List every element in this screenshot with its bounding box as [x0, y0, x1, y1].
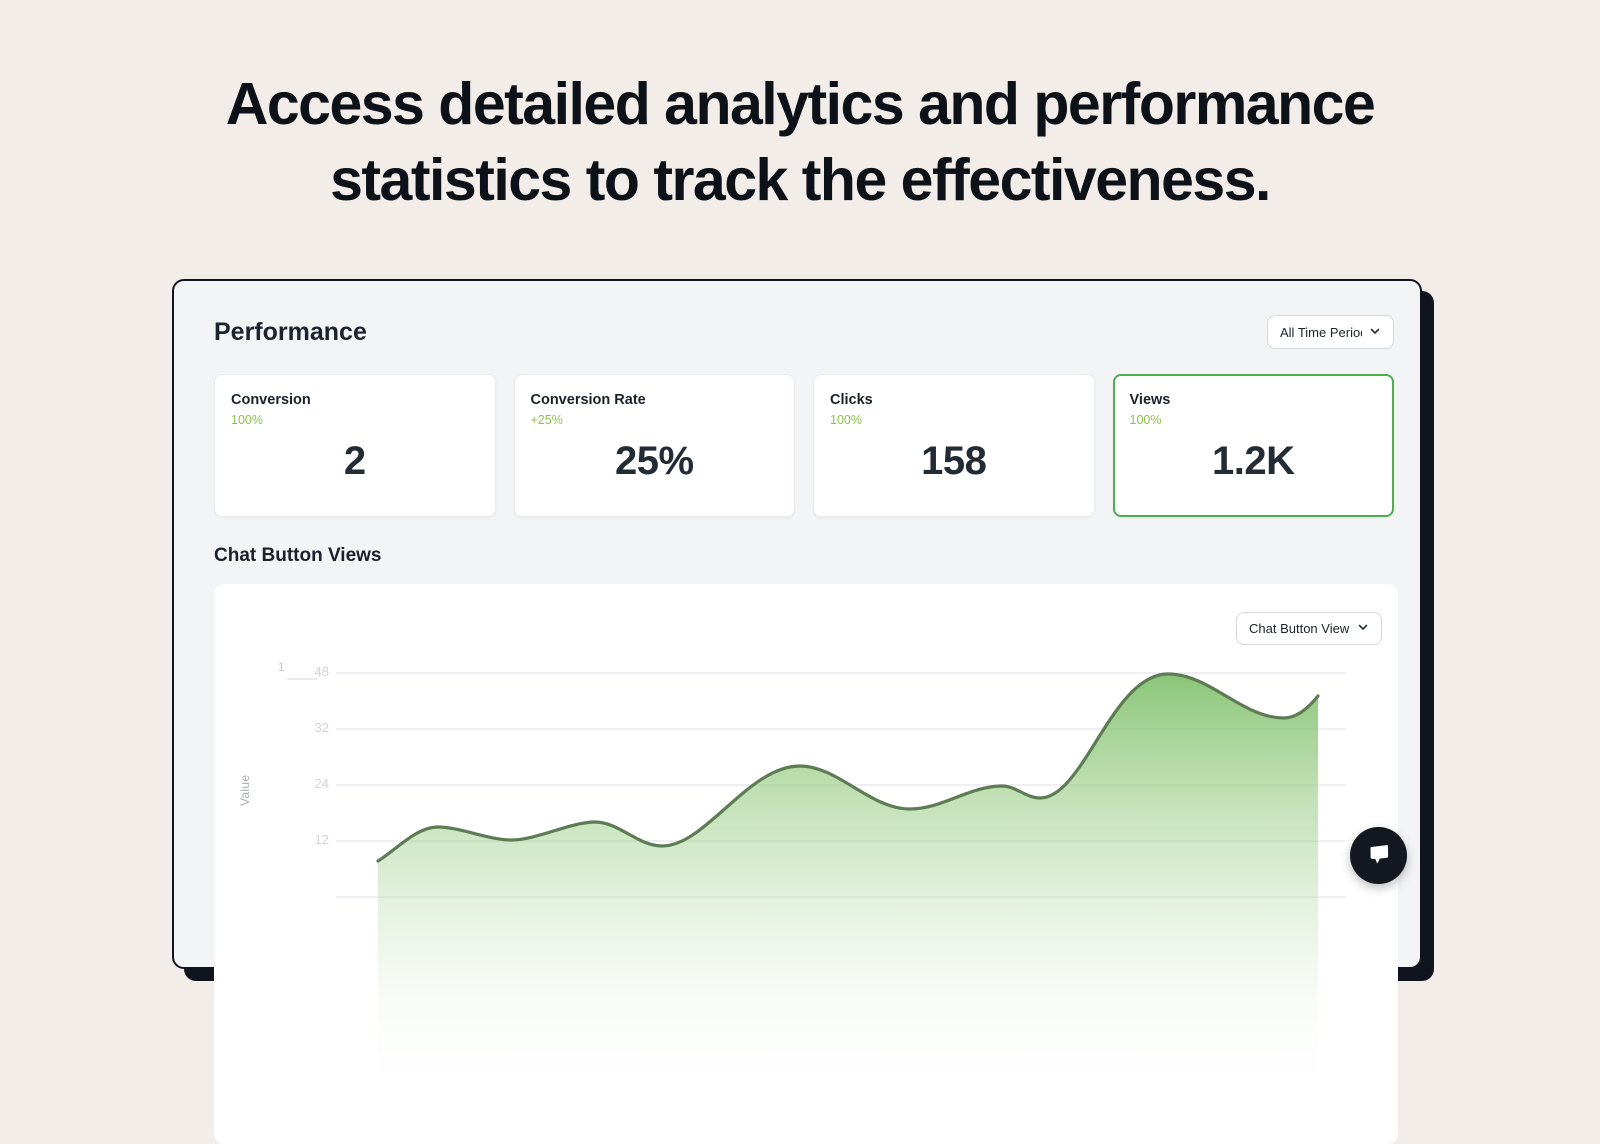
stat-card-clicks[interactable]: Clicks 100% 158 — [813, 374, 1095, 517]
panel-title: Performance — [214, 317, 367, 346]
stat-change: +25% — [530, 413, 563, 427]
panel-header: Performance All Time Period — [214, 315, 1394, 349]
stat-change: 100% — [830, 413, 862, 427]
chart-area-fill — [378, 674, 1318, 1144]
time-period-dropdown[interactable]: All Time Period — [1267, 315, 1394, 349]
stat-label: Clicks — [830, 392, 873, 408]
area-chart — [376, 672, 1320, 1144]
stat-card-conversion[interactable]: Conversion 100% 2 — [214, 374, 496, 517]
stat-card-views[interactable]: Views 100% 1.2K — [1112, 374, 1394, 517]
stats-row: Conversion 100% 2 Conversion Rate +25% 2… — [214, 374, 1394, 517]
chat-bubble-icon — [1364, 838, 1394, 873]
stat-value: 2 — [343, 439, 366, 483]
chat-widget-button[interactable] — [1350, 827, 1407, 884]
chart-card: Chat Button View 48 32 24 12 1 Value — [214, 584, 1398, 1144]
chart-section-title: Chat Button Views — [214, 545, 382, 566]
gridline — [336, 728, 1345, 730]
stat-change: 100% — [1129, 413, 1162, 427]
chart-metric-dropdown-label: Chat Button View — [1249, 621, 1350, 636]
stat-label: Conversion — [231, 392, 311, 408]
page-title: Access detailed analytics and performanc… — [0, 66, 1600, 218]
stat-label: Conversion Rate — [530, 392, 646, 408]
page-title-line1: Access detailed analytics and performanc… — [225, 71, 1376, 137]
chevron-down-icon — [1369, 325, 1381, 340]
performance-panel: Performance All Time Period Conversion 1… — [172, 279, 1422, 1144]
stat-value: 1.2K — [1212, 439, 1295, 483]
stat-value: 25% — [614, 439, 694, 483]
y-tick-label-secondary: 1 — [278, 660, 285, 674]
chevron-down-icon — [1357, 621, 1369, 636]
y-tick-label: 12 — [314, 832, 329, 847]
chart-line — [376, 672, 1320, 863]
gridline — [336, 672, 1345, 674]
y-tick-label: 24 — [314, 776, 329, 791]
stat-label: Views — [1129, 392, 1171, 408]
axis-tick-mark — [287, 678, 317, 680]
page: { "page": { "heading_line1": "Access det… — [0, 66, 1600, 1144]
chart-metric-dropdown[interactable]: Chat Button View — [1236, 612, 1382, 645]
stat-card-conversion-rate[interactable]: Conversion Rate +25% 25% — [513, 374, 795, 517]
y-tick-label: 32 — [314, 720, 329, 735]
stat-change: 100% — [231, 413, 263, 427]
time-period-dropdown-label: All Time Period — [1280, 324, 1362, 340]
y-tick-label: 48 — [314, 664, 329, 679]
page-title-line2: statistics to track the effectiveness. — [330, 147, 1271, 213]
stat-value: 158 — [921, 439, 987, 483]
